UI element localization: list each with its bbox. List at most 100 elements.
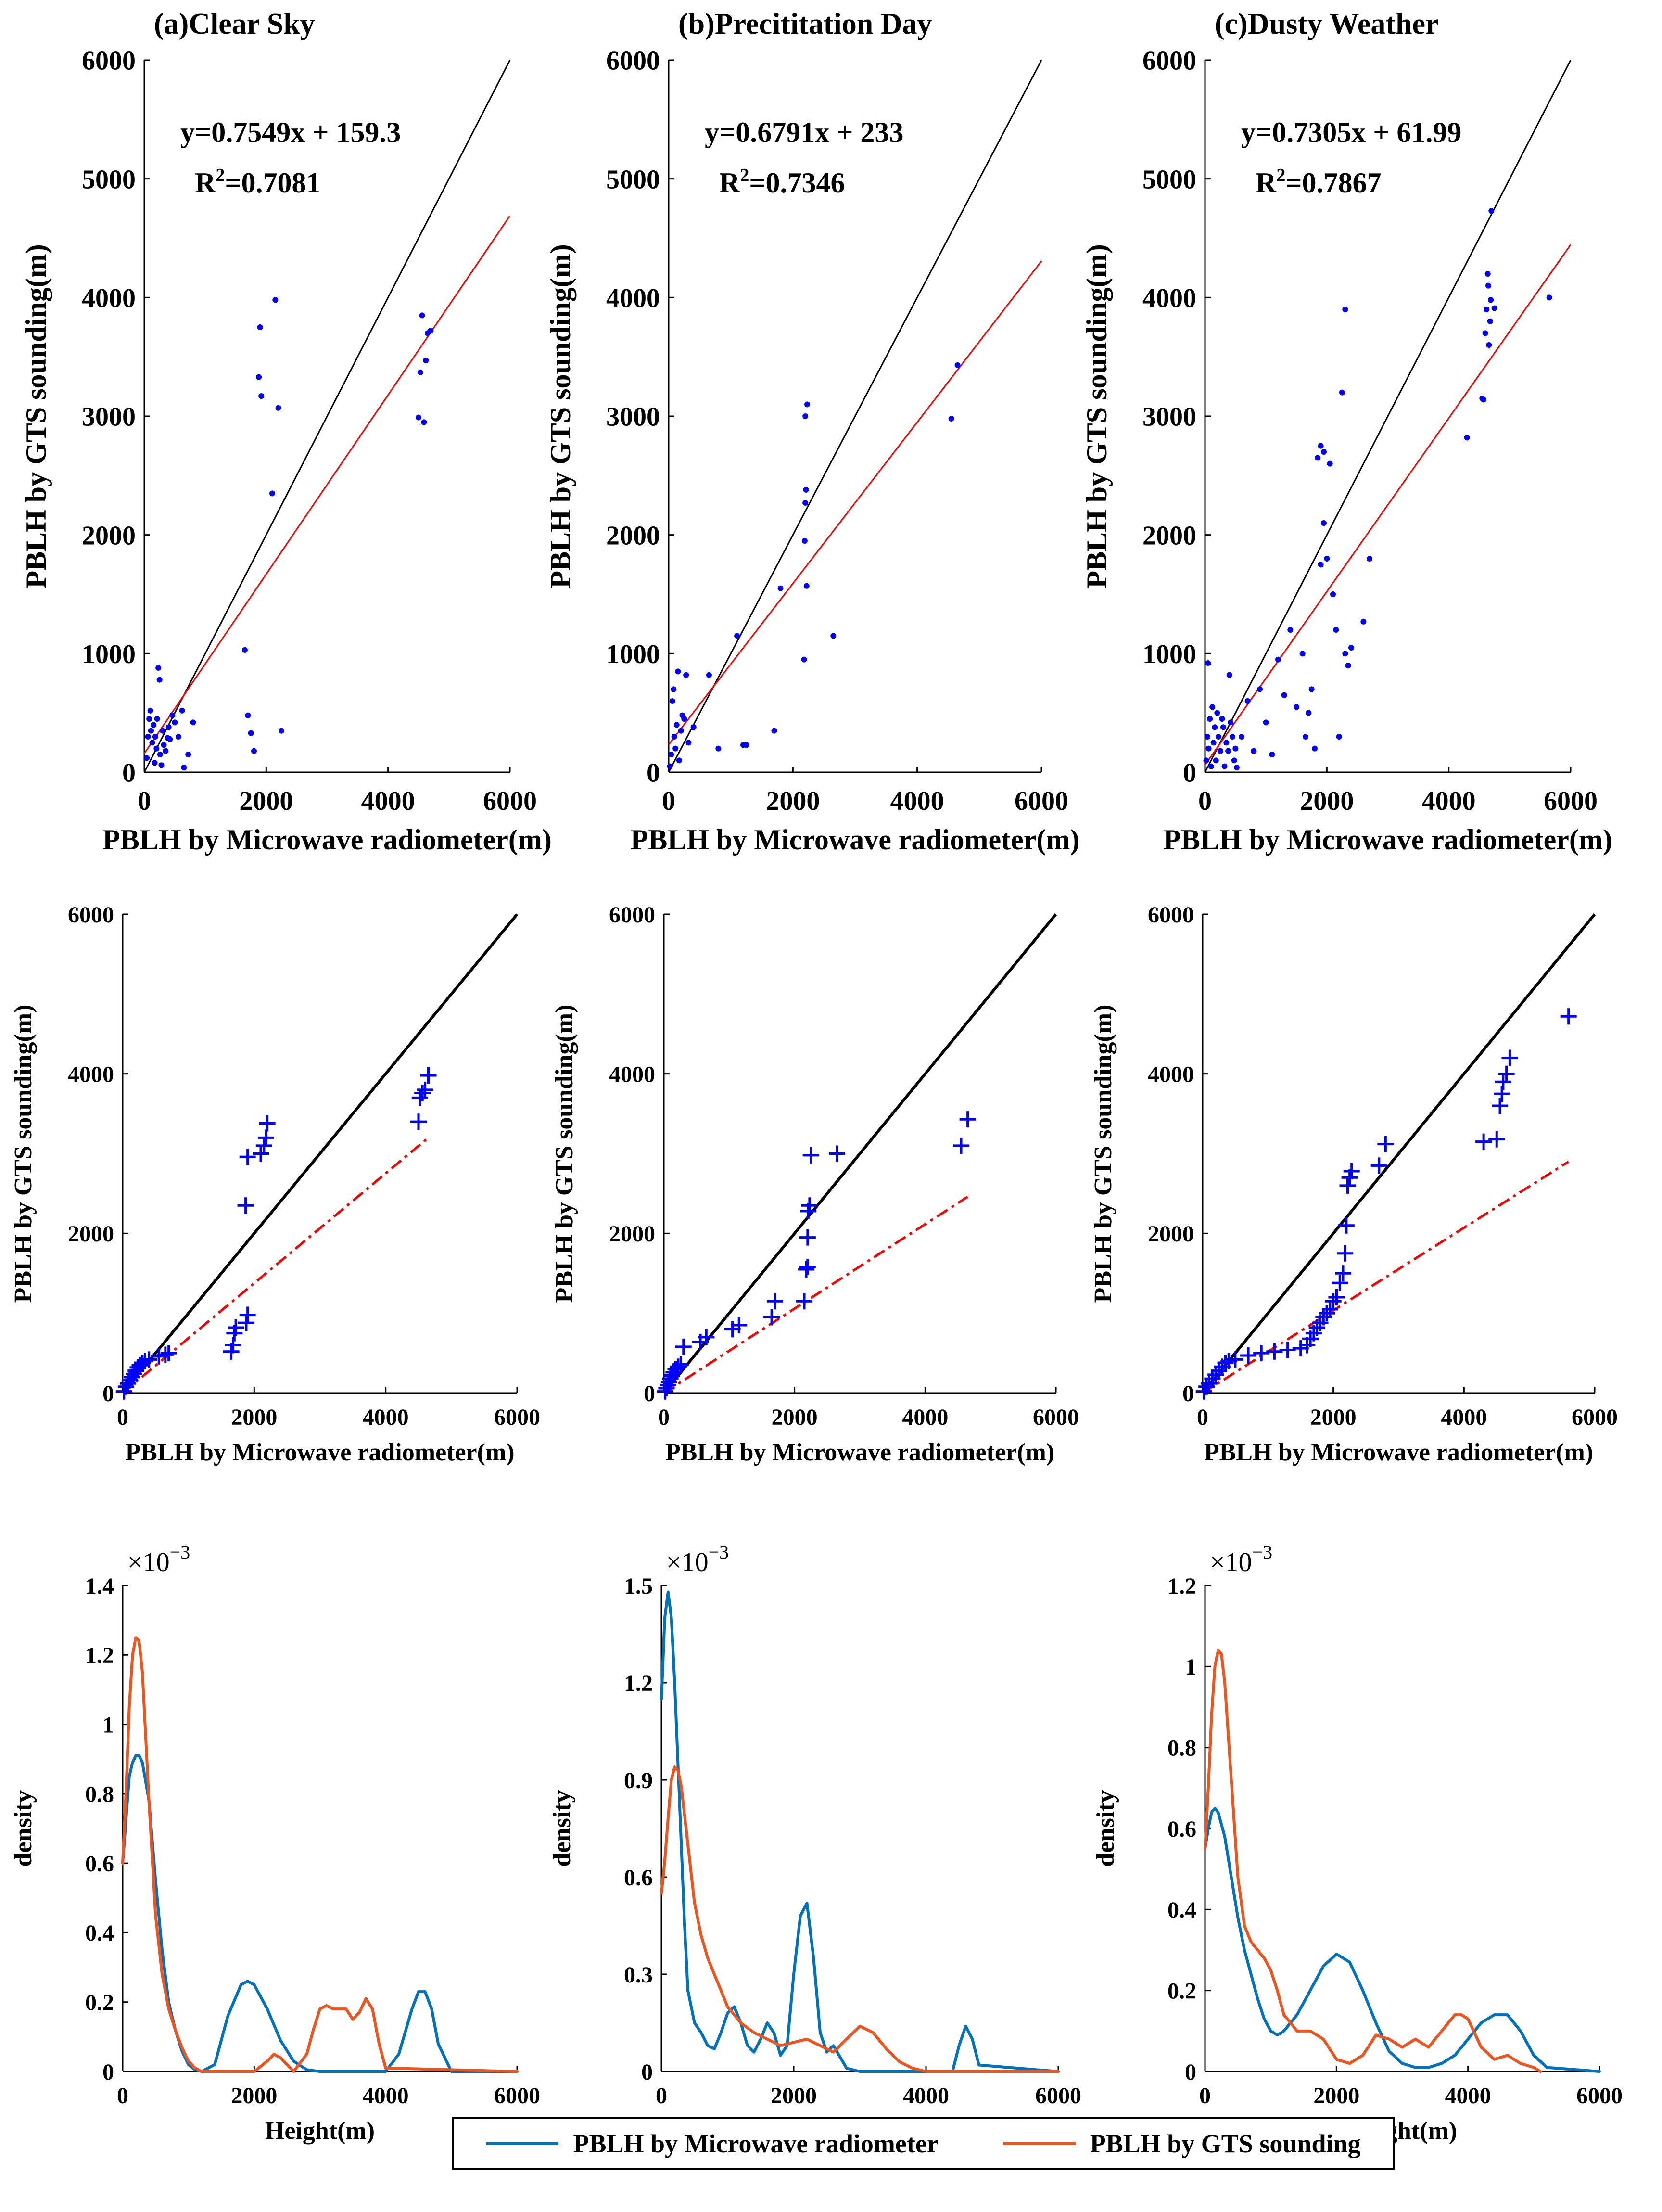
y-tick-label: 2000	[1142, 521, 1196, 550]
data-point-plus	[157, 1346, 174, 1363]
data-point	[1207, 716, 1213, 722]
y-tick-label: 5000	[82, 165, 136, 194]
y-tick-label: 3000	[1142, 402, 1196, 432]
identity-line	[143, 60, 511, 773]
y-tick-label: 0	[1185, 2059, 1196, 2085]
data-point	[421, 419, 427, 425]
data-point-plus	[137, 1353, 153, 1369]
exponent-power: −3	[170, 1541, 190, 1563]
regression-equation: y=0.7305x + 61.99	[1241, 116, 1461, 148]
data-point	[672, 745, 679, 752]
x-tick-label: 0	[658, 1405, 670, 1430]
y-axis-label: PBLH by GTS sounding(m)	[20, 244, 52, 588]
x-axis-label: PBLH by Microwave radiometer(m)	[631, 824, 1080, 856]
data-point	[1230, 734, 1235, 740]
x-tick-label: 6000	[1033, 1405, 1079, 1430]
data-point	[1324, 556, 1330, 562]
data-point	[1299, 651, 1306, 657]
data-point	[706, 672, 712, 678]
data-point	[1287, 627, 1294, 633]
data-point-plus	[1328, 1289, 1345, 1305]
data-point	[158, 762, 165, 768]
data-point	[190, 719, 196, 726]
panel-title: (c)Dusty Weather	[1215, 8, 1438, 40]
data-point-plus	[255, 1137, 272, 1154]
exponent-base: ×10	[127, 1547, 170, 1577]
x-tick-label: 4000	[890, 786, 944, 816]
chart-panel-e: 0 2000 4000 6000 0 2000 4000 6000 PBLH by Microw…	[551, 902, 1079, 1466]
data-point	[149, 740, 155, 746]
data-point	[169, 712, 176, 718]
data-point-plus	[1321, 1301, 1338, 1317]
data-point	[269, 490, 275, 497]
y-tick-label: 0.6	[624, 1865, 653, 1891]
data-point-plus	[160, 1345, 177, 1362]
data-point	[777, 585, 784, 591]
data-point	[771, 728, 777, 734]
data-point	[1205, 660, 1211, 666]
data-point	[1210, 740, 1217, 746]
x-tick-label: 0	[1197, 1405, 1208, 1430]
regression-line	[143, 215, 511, 754]
data-point	[675, 668, 681, 675]
data-point	[163, 748, 169, 754]
data-point	[153, 745, 160, 752]
data-point	[147, 707, 153, 714]
data-point	[1318, 443, 1324, 449]
data-point-plus	[1325, 1293, 1342, 1310]
identity-line	[1204, 60, 1572, 773]
data-point-plus	[237, 1197, 254, 1214]
data-point-plus	[238, 1315, 254, 1331]
data-point	[671, 686, 677, 692]
data-point-plus	[698, 1329, 715, 1345]
data-point	[671, 734, 677, 740]
data-point-plus	[1494, 1086, 1510, 1102]
regression-equation: y=0.7549x + 159.3	[180, 116, 401, 148]
data-point	[1482, 330, 1488, 336]
x-tick-label: 0	[662, 786, 675, 816]
x-axis-label: PBLH by Microwave radiometer(m)	[102, 824, 552, 856]
data-point-plus	[140, 1351, 157, 1368]
y-tick-label: 0.3	[624, 1962, 653, 1988]
y-tick-label: 5000	[606, 165, 660, 194]
regression-line	[663, 1195, 968, 1394]
x-tick-label: 4000	[903, 2083, 949, 2109]
y-tick-label: 0	[122, 758, 136, 788]
data-point	[1491, 305, 1497, 311]
data-point-plus	[1335, 1265, 1352, 1282]
r-squared-value: =0.7867	[1285, 167, 1381, 199]
data-point	[1315, 455, 1321, 461]
data-point-plus	[239, 1149, 256, 1165]
y-tick-label: 0	[647, 758, 660, 788]
data-point	[1333, 627, 1339, 633]
data-point	[1339, 389, 1345, 396]
data-point	[245, 712, 251, 718]
r-squared-value: =0.7346	[749, 167, 845, 199]
data-point	[1294, 704, 1299, 710]
data-point	[690, 724, 697, 730]
x-tick-label: 2000	[231, 2083, 277, 2109]
density-line-microwave	[1204, 1806, 1601, 2073]
data-point	[830, 633, 837, 639]
exponent-power: −3	[1252, 1541, 1273, 1563]
x-tick-label: 2000	[772, 1405, 818, 1430]
data-point-plus	[257, 1129, 274, 1146]
regression-line	[1202, 1160, 1570, 1394]
data-point	[1219, 716, 1225, 722]
data-point-plus	[1338, 1217, 1355, 1234]
x-tick-label: 6000	[1576, 2083, 1623, 2109]
y-tick-label: 2000	[609, 1221, 655, 1247]
data-point	[428, 328, 434, 334]
data-point-plus	[228, 1319, 244, 1336]
y-tick-label: 6000	[1142, 46, 1196, 76]
data-point-plus	[799, 1229, 816, 1246]
data-point	[804, 401, 811, 408]
data-point	[257, 324, 263, 330]
data-point-plus	[1319, 1305, 1335, 1322]
data-point	[1464, 435, 1470, 441]
x-axis-label: PBLH by Microwave radiometer(m)	[1204, 1439, 1593, 1466]
regression-line	[668, 260, 1042, 745]
y-axis-label: density	[10, 1790, 37, 1867]
data-point-plus	[1475, 1133, 1492, 1150]
